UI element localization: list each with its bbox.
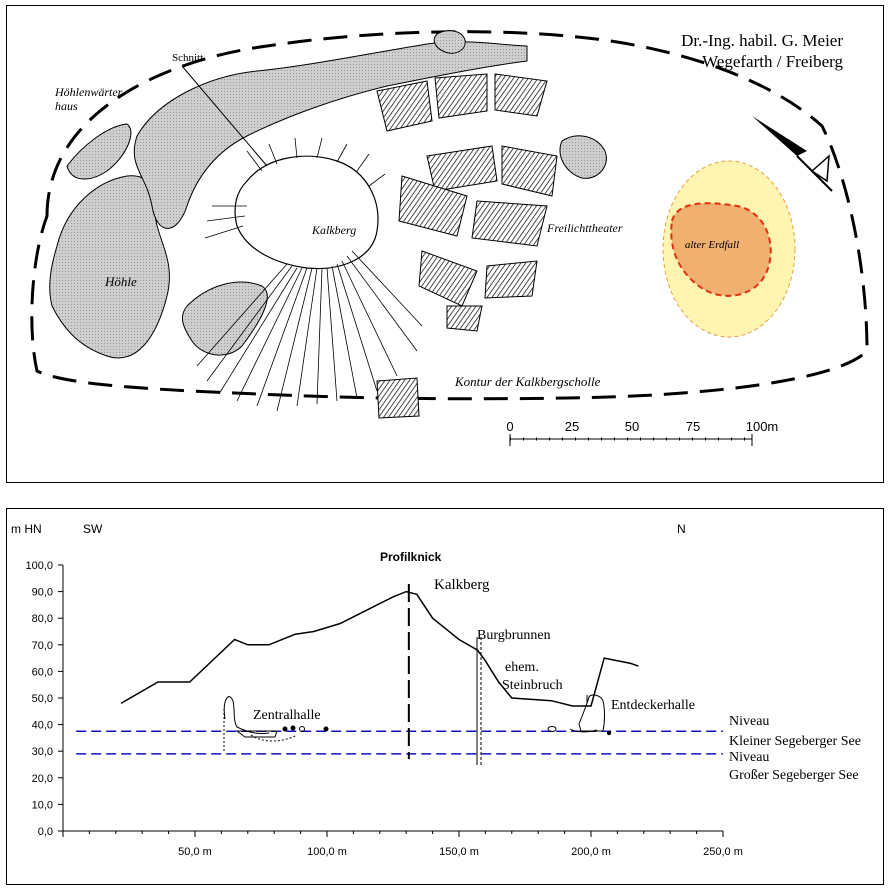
north-arrow-icon <box>752 116 833 192</box>
label-hoehlenwaerter-line2: haus <box>55 99 78 113</box>
label-zentralhalle: Zentralhalle <box>253 708 321 723</box>
y-tick-label: 40,0 <box>32 720 53 732</box>
scale-tick-50: 50 <box>625 419 639 434</box>
x-tick-label: 200,0 m <box>571 846 611 858</box>
label-hoehle: Höhle <box>104 274 137 289</box>
label-burgbrunnen: Burgbrunnen <box>477 628 551 643</box>
burgbrunnen-well <box>476 637 482 765</box>
label-alter-erdfall: alter Erdfall <box>685 239 739 251</box>
label-niveau-klein-2: Kleiner Segeberger See <box>729 734 861 749</box>
scale-bar: 0 25 50 75 100m <box>506 419 778 446</box>
y-tick-label: 20,0 <box>32 773 53 785</box>
label-profilknick: Profilknick <box>380 550 442 564</box>
credit-place: Wegefarth / Freiberg <box>702 52 843 71</box>
zentralhalle-cave <box>223 696 329 751</box>
label-niveau-klein-1: Niveau <box>729 714 769 729</box>
direction-sw: SW <box>83 522 103 536</box>
cross-section-panel: 100,0 90,0 80,0 70,0 60,0 50,0 40,0 30,0 20,0 10,… <box>6 508 884 885</box>
site-map-svg: Dr.-Ing. habil. G. Meier Wegefarth / Fre… <box>30 30 869 446</box>
x-axis: 50,0 m 100,0 m 150,0 m 200,0 m 250,0 m <box>62 830 743 858</box>
label-hoehlenwaerter-line1: Höhlenwärter- <box>54 85 126 99</box>
label-kalkberg-profile: Kalkberg <box>434 577 490 593</box>
terrain-profile <box>120 590 639 707</box>
credit-name: Dr.-Ing. habil. G. Meier <box>681 31 843 50</box>
y-tick-label: 60,0 <box>32 666 53 678</box>
cross-section-chart: 100,0 90,0 80,0 70,0 60,0 50,0 40,0 30,0 20,0 10,… <box>11 522 861 858</box>
y-axis: 100,0 90,0 80,0 70,0 60,0 50,0 40,0 30,0 20,0 10,… <box>25 560 64 838</box>
scale-tick-100: 100m <box>746 419 779 434</box>
y-tick-label: 10,0 <box>32 799 53 811</box>
scale-tick-75: 75 <box>686 419 700 434</box>
freilichttheater-seating <box>376 73 558 419</box>
y-tick-label: 70,0 <box>32 640 53 652</box>
x-tick-label: 100,0 m <box>307 846 347 858</box>
terrain-line <box>120 590 639 707</box>
y-tick-label: 0,0 <box>38 826 53 838</box>
schnitt-pointer <box>181 65 268 167</box>
y-tick-label: 100,0 <box>25 560 53 572</box>
x-tick-label: 50,0 m <box>178 846 212 858</box>
y-tick-label: 80,0 <box>32 613 53 625</box>
scale-tick-25: 25 <box>565 419 579 434</box>
label-schnitt: Schnitt <box>172 52 203 64</box>
rock-cave-area <box>49 30 607 359</box>
y-tick-label: 50,0 <box>32 693 53 705</box>
entdeckerhalle-cave <box>547 694 612 736</box>
label-entdeckerhalle: Entdeckerhalle <box>611 698 695 713</box>
label-niveau-gross-2: Großer Segeberger See <box>729 768 859 783</box>
x-tick-label: 250,0 m <box>703 846 743 858</box>
label-kontur: Kontur der Kalkbergscholle <box>454 374 601 389</box>
scale-tick-0: 0 <box>506 419 513 434</box>
y-tick-label: 30,0 <box>32 746 53 758</box>
label-steinbruch-2: Steinbruch <box>502 678 563 693</box>
label-steinbruch-1: ehem. <box>505 660 539 675</box>
label-kalkberg: Kalkberg <box>311 223 356 237</box>
label-freilichttheater: Freilichttheater <box>546 221 623 235</box>
direction-n: N <box>677 522 686 536</box>
label-niveau-gross-1: Niveau <box>729 750 769 765</box>
kalkberg-hachures <box>196 137 423 412</box>
x-tick-label: 150,0 m <box>439 846 479 858</box>
y-tick-label: 90,0 <box>32 587 53 599</box>
y-unit-label: m HN <box>11 522 42 536</box>
site-map-panel: Dr.-Ing. habil. G. Meier Wegefarth / Fre… <box>6 5 884 483</box>
water-levels <box>76 730 723 755</box>
alter-erdfall <box>662 160 796 338</box>
